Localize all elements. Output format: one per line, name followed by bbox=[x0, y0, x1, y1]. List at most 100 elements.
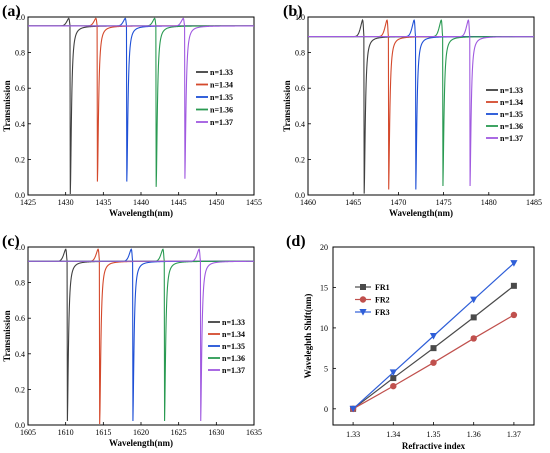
y-tick-label: 0.8 bbox=[15, 279, 25, 288]
x-tick-label: 1605 bbox=[20, 428, 36, 437]
y-tick-label: 0.8 bbox=[15, 49, 25, 58]
y-tick-label: 1.0 bbox=[15, 243, 25, 252]
legend-marker bbox=[360, 284, 366, 290]
y-tick-label: 0.0 bbox=[295, 191, 305, 200]
y-tick-label: 5 bbox=[324, 364, 328, 373]
plot-frame bbox=[307, 16, 535, 196]
x-tick-label: 1470 bbox=[390, 198, 406, 207]
x-tick-label: 1610 bbox=[58, 428, 74, 437]
spectrum-line-n=1.37 bbox=[28, 248, 254, 421]
legend-label: n=1.37 bbox=[500, 134, 523, 143]
y-axis-title: Transmission bbox=[2, 80, 12, 131]
y-tick-label: 0.6 bbox=[295, 84, 305, 93]
panel-label: (a) bbox=[2, 3, 21, 20]
x-tick-label: 1485 bbox=[526, 198, 542, 207]
x-tick-label: 1440 bbox=[133, 198, 149, 207]
data-point-FR3 bbox=[349, 405, 357, 413]
y-axis-title: Waveleghth Shift(nm) bbox=[303, 294, 313, 379]
data-point-FR2 bbox=[430, 359, 437, 366]
series-group bbox=[28, 17, 254, 194]
x-tick-label: 1630 bbox=[208, 428, 224, 437]
x-tick-label: 1445 bbox=[171, 198, 187, 207]
x-tick-label: 1430 bbox=[58, 198, 74, 207]
legend-label: FR2 bbox=[375, 296, 390, 305]
y-tick-label: 0.8 bbox=[295, 49, 305, 58]
x-axis-title: Wavelength(nm) bbox=[109, 208, 173, 218]
legend-label: n=1.36 bbox=[210, 106, 233, 115]
y-tick-label: 0.4 bbox=[15, 350, 25, 359]
spectrum-line-n=1.36 bbox=[28, 17, 254, 187]
spectrum-line-n=1.35 bbox=[28, 248, 254, 421]
legend-label: n=1.36 bbox=[222, 354, 245, 363]
legend-label: n=1.34 bbox=[500, 98, 523, 107]
x-tick-label: 1625 bbox=[171, 428, 187, 437]
legend-label: n=1.34 bbox=[222, 330, 245, 339]
y-tick-label: 0.4 bbox=[15, 120, 25, 129]
x-tick-label: 1425 bbox=[20, 198, 36, 207]
x-tick-label: 1615 bbox=[95, 428, 111, 437]
x-axis-title: Wavelength(nm) bbox=[389, 208, 453, 218]
x-tick-label: 1620 bbox=[133, 428, 149, 437]
series-group bbox=[308, 18, 534, 194]
y-tick-label: 0.6 bbox=[15, 314, 25, 323]
y-tick-label: 0.4 bbox=[295, 120, 305, 129]
y-tick-label: 0.0 bbox=[15, 421, 25, 430]
x-tick-label: 1.37 bbox=[507, 430, 521, 439]
data-point-FR3 bbox=[429, 333, 438, 340]
panel-label: (d) bbox=[286, 233, 306, 250]
data-point-FR2 bbox=[510, 311, 518, 319]
data-point-FR1 bbox=[430, 345, 437, 352]
spectrum-line-n=1.34 bbox=[28, 248, 254, 424]
y-tick-label: 15 bbox=[320, 283, 328, 292]
legend-label: n=1.35 bbox=[500, 110, 523, 119]
series-group bbox=[28, 248, 254, 424]
y-tick-label: 0 bbox=[324, 405, 328, 414]
y-tick-label: 1.0 bbox=[15, 13, 25, 22]
data-point-FR3 bbox=[510, 260, 518, 267]
spectrum-line-n=1.37 bbox=[308, 19, 534, 187]
legend-label: n=1.33 bbox=[210, 68, 233, 77]
legend-label: n=1.37 bbox=[210, 118, 233, 127]
x-tick-label: 1465 bbox=[345, 198, 361, 207]
x-axis-title: Refractive index bbox=[402, 441, 466, 451]
data-point-FR2 bbox=[390, 382, 397, 390]
x-tick-label: 1460 bbox=[300, 198, 316, 207]
x-axis-title: Wavelength(nm) bbox=[109, 438, 173, 448]
y-tick-label: 20 bbox=[320, 243, 328, 252]
data-point-FR3 bbox=[389, 369, 397, 377]
plot-frame bbox=[27, 246, 255, 426]
legend-label: n=1.35 bbox=[210, 93, 233, 102]
data-point-FR1 bbox=[510, 282, 517, 289]
legend-marker bbox=[359, 296, 367, 303]
y-tick-label: 0.6 bbox=[15, 84, 25, 93]
panel-label: (c) bbox=[2, 233, 20, 250]
y-tick-label: 0.2 bbox=[295, 155, 305, 164]
x-tick-label: 1.34 bbox=[386, 430, 400, 439]
x-tick-label: 1450 bbox=[208, 198, 224, 207]
y-tick-label: 1.0 bbox=[295, 13, 305, 22]
legend-label: n=1.35 bbox=[222, 342, 245, 351]
x-tick-label: 1435 bbox=[95, 198, 111, 207]
data-point-FR1 bbox=[390, 375, 397, 382]
x-tick-label: 1480 bbox=[481, 198, 497, 207]
legend-label: n=1.33 bbox=[222, 318, 245, 327]
x-tick-label: 1.35 bbox=[427, 430, 441, 439]
legend-marker bbox=[359, 309, 367, 316]
legend-label: n=1.37 bbox=[222, 366, 245, 375]
y-axis-title: Transmission bbox=[2, 310, 12, 361]
data-point-FR3 bbox=[470, 296, 478, 304]
x-tick-label: 1635 bbox=[246, 428, 262, 437]
legend-label: FR3 bbox=[375, 308, 390, 317]
legend-label: n=1.34 bbox=[210, 81, 233, 90]
spectrum-line-n=1.33 bbox=[28, 248, 254, 421]
x-tick-label: 1.33 bbox=[346, 430, 360, 439]
x-tick-label: 1455 bbox=[246, 198, 262, 207]
legend-label: FR1 bbox=[375, 283, 390, 292]
panel-label: (b) bbox=[283, 3, 303, 20]
y-tick-label: 0.2 bbox=[15, 155, 25, 164]
y-axis-title: Transmission bbox=[282, 80, 292, 131]
x-tick-label: 1475 bbox=[436, 198, 452, 207]
spectrum-line-n=1.36 bbox=[28, 248, 254, 421]
legend-label: n=1.33 bbox=[500, 86, 523, 95]
